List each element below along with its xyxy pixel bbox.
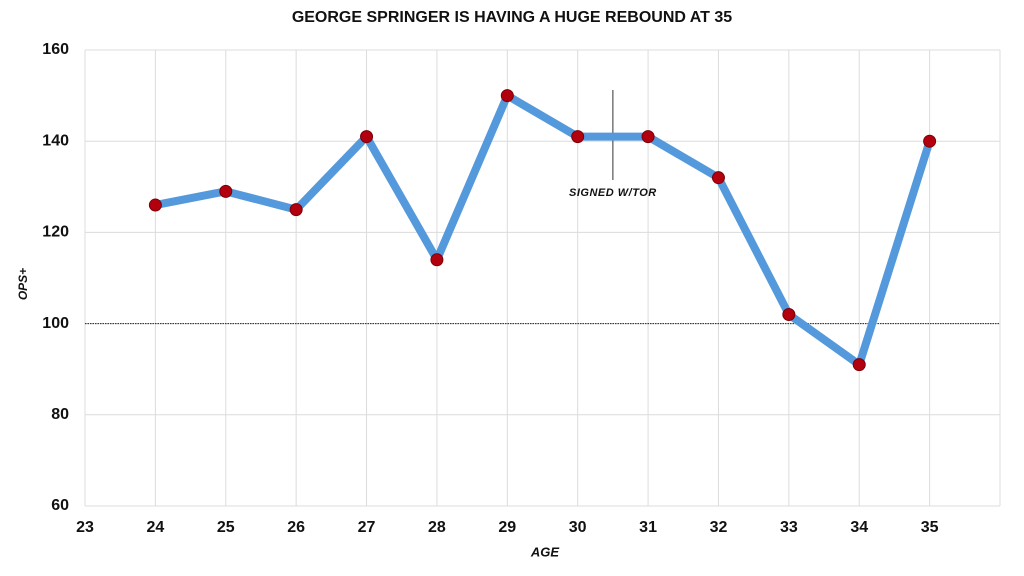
x-tick-label: 31: [639, 519, 657, 536]
x-tick-label: 28: [428, 519, 446, 536]
y-tick-label: 120: [42, 224, 69, 241]
x-tick-label: 32: [710, 519, 728, 536]
data-point: [923, 134, 937, 148]
data-point: [571, 130, 585, 144]
data-point: [289, 203, 303, 217]
x-tick-label: 30: [569, 519, 587, 536]
x-tick-label: 27: [358, 519, 376, 536]
y-tick-label: 60: [51, 497, 69, 514]
y-tick-label: 160: [42, 41, 69, 58]
x-tick-label: 29: [498, 519, 516, 536]
x-tick-label: 25: [217, 519, 235, 536]
data-point: [641, 130, 655, 144]
data-point: [430, 253, 444, 267]
data-point: [711, 171, 725, 185]
x-tick-label: 23: [76, 519, 94, 536]
x-tick-label: 24: [146, 519, 164, 536]
data-point: [219, 184, 233, 198]
x-tick-label: 34: [850, 519, 868, 536]
chart-title: GEORGE SPRINGER IS HAVING A HUGE REBOUND…: [292, 9, 732, 26]
data-point: [852, 358, 866, 372]
x-tick-label: 35: [921, 519, 939, 536]
y-tick-label: 140: [42, 132, 69, 149]
data-line: [151, 91, 934, 369]
annotation-text: SIGNED W/TOR: [569, 187, 657, 199]
x-tick-label: 26: [287, 519, 305, 536]
y-tick-label: 80: [51, 406, 69, 423]
x-tick-label: 33: [780, 519, 798, 536]
data-point: [782, 307, 796, 321]
x-axis-label: AGE: [530, 544, 560, 559]
y-axis-label: OPS+: [16, 268, 30, 300]
data-point: [148, 198, 162, 212]
y-tick-label: 100: [42, 315, 69, 332]
data-point: [500, 89, 514, 103]
data-point: [360, 130, 374, 144]
